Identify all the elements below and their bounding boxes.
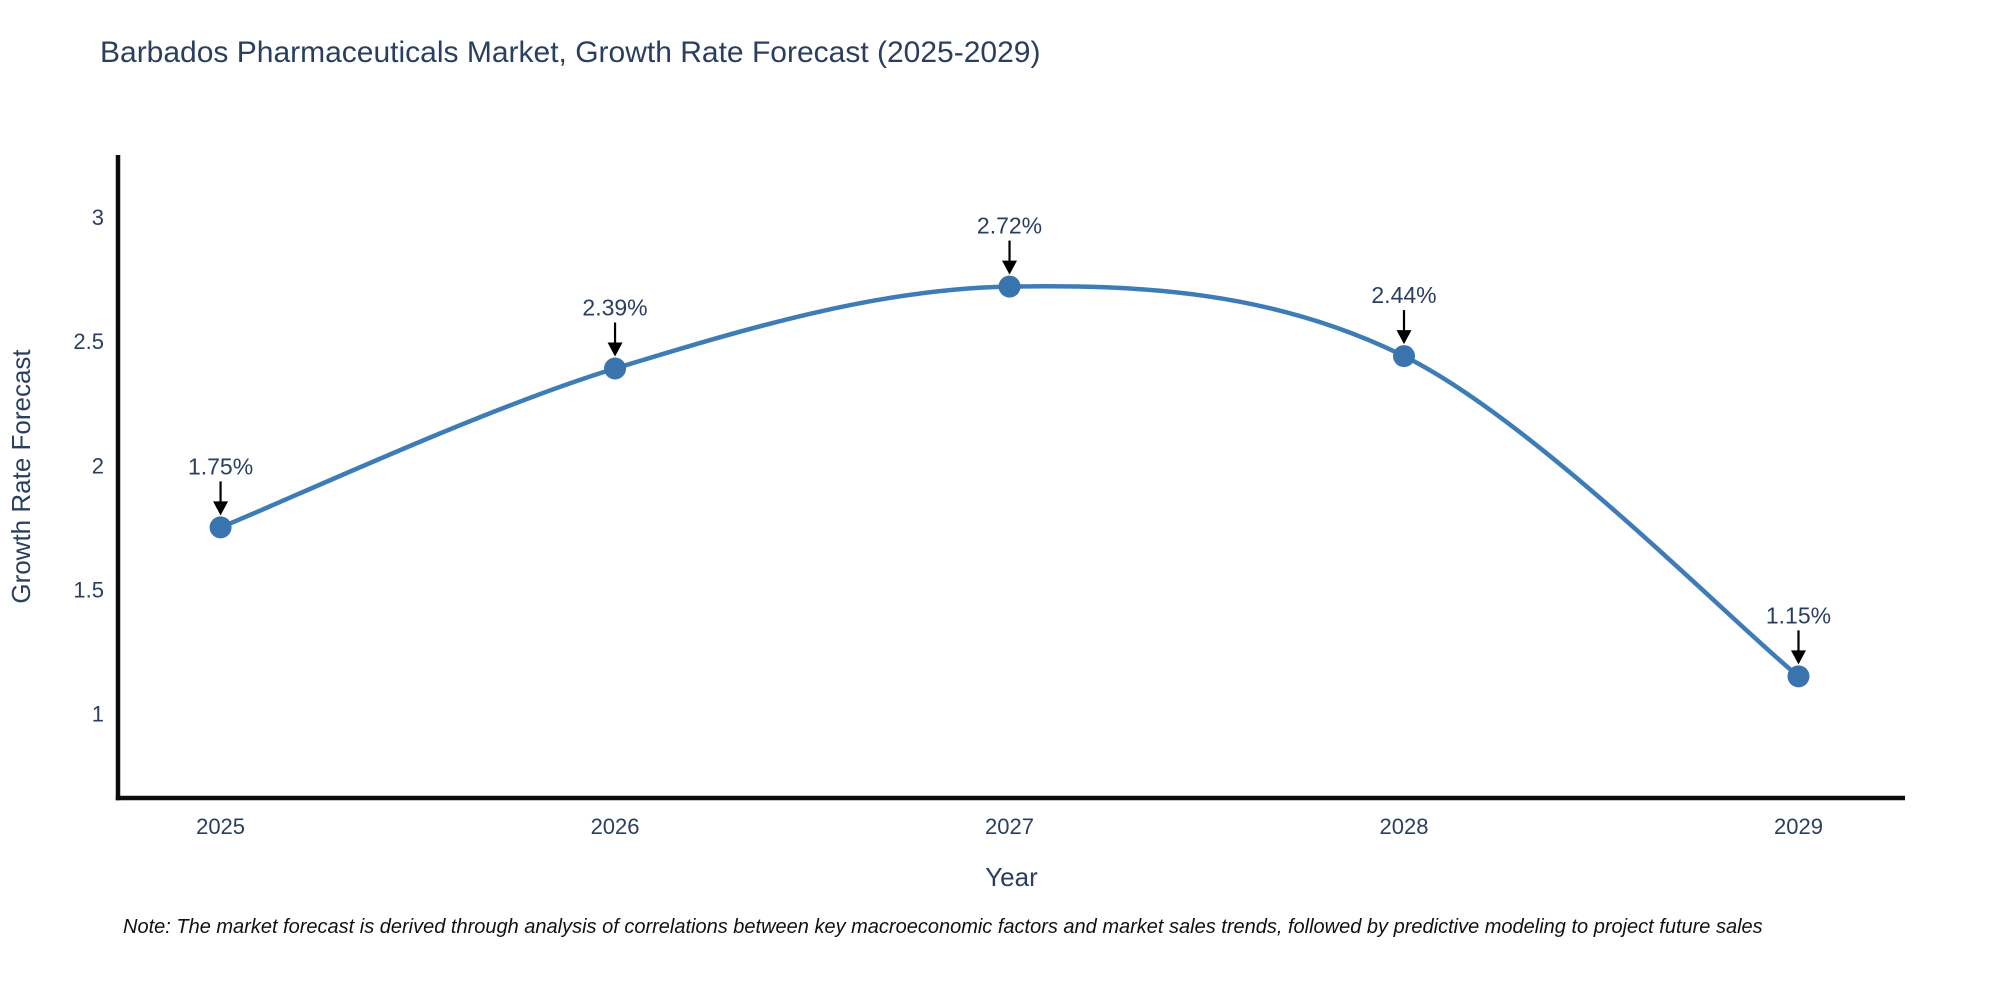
- data-point-label: 2.72%: [977, 213, 1042, 239]
- annotation-arrowhead-icon: [1002, 260, 1018, 275]
- annotation-arrowhead-icon: [1790, 650, 1806, 665]
- annotation-arrowhead-icon: [1396, 330, 1412, 345]
- annotation-arrowhead-icon: [213, 501, 229, 516]
- data-point-label: 1.15%: [1766, 602, 1831, 628]
- data-point-label: 2.39%: [582, 295, 647, 321]
- y-axis-title: Growth Rate Forecast: [6, 349, 36, 604]
- x-tick-label: 2027: [985, 814, 1034, 839]
- data-point-label: 2.44%: [1371, 282, 1436, 308]
- forecast-line: [218, 284, 1801, 679]
- data-point-marker[interactable]: [209, 516, 232, 539]
- x-tick-label: 2025: [196, 814, 245, 839]
- annotation-arrowhead-icon: [607, 342, 623, 357]
- footnote: Note: The market forecast is derived thr…: [123, 916, 1763, 938]
- y-tick-label: 3: [92, 205, 104, 230]
- y-tick-label: 1.5: [73, 577, 104, 602]
- y-tick-label: 2: [92, 453, 104, 478]
- x-tick-label: 2028: [1380, 814, 1429, 839]
- chart-title: Barbados Pharmaceuticals Market, Growth …: [100, 36, 1041, 69]
- x-tick-label: 2026: [591, 814, 640, 839]
- data-point-marker[interactable]: [998, 275, 1021, 298]
- data-point-marker[interactable]: [1787, 665, 1810, 688]
- data-point-label: 1.75%: [188, 453, 253, 479]
- x-axis-title: Year: [985, 862, 1038, 892]
- y-tick-label: 1: [92, 702, 104, 727]
- data-point-marker[interactable]: [604, 357, 627, 380]
- y-tick-label: 2.5: [73, 329, 104, 354]
- x-tick-label: 2029: [1774, 814, 1823, 839]
- data-point-marker[interactable]: [1393, 345, 1416, 368]
